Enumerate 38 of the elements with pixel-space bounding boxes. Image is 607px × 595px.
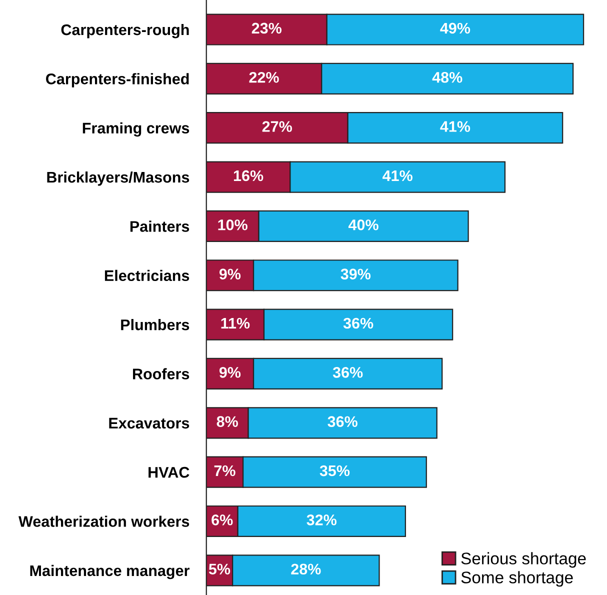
data-label: 9% — [219, 367, 241, 378]
y-tick-label: Bricklayers/Masons — [47, 171, 190, 186]
legend-label: Serious shortage — [461, 552, 586, 568]
data-label: 8% — [216, 416, 238, 427]
data-label: 35% — [320, 465, 350, 476]
data-label: 41% — [440, 121, 470, 132]
data-label: 39% — [340, 268, 371, 280]
data-label: 7% — [214, 465, 236, 476]
data-label: 10% — [218, 219, 248, 230]
data-label: 49% — [440, 22, 470, 34]
y-tick-label: Painters — [130, 220, 190, 232]
y-tick-label: Framing crews — [82, 122, 190, 137]
data-label: 6% — [212, 514, 233, 526]
data-label: 36% — [328, 416, 358, 428]
data-label: 36% — [343, 318, 374, 329]
data-label: 41% — [382, 170, 412, 182]
y-tick-label: HVAC — [148, 466, 190, 478]
data-label: 48% — [432, 72, 462, 83]
data-label: 28% — [291, 564, 321, 575]
data-label: 11% — [221, 318, 250, 329]
legend-label: Some shortage — [461, 571, 573, 587]
data-label: 5% — [208, 564, 230, 575]
data-label: 16% — [234, 170, 264, 182]
y-tick-label: Carpenters-finished — [46, 73, 189, 88]
data-label: 32% — [306, 514, 337, 526]
data-label: 27% — [262, 121, 292, 132]
y-tick-label: Carpenters-rough — [61, 24, 189, 38]
data-label: 9% — [219, 268, 241, 280]
data-label: 22% — [249, 72, 279, 83]
data-label: 40% — [348, 219, 378, 230]
data-label: 23% — [252, 22, 282, 34]
y-tick-label: Maintenance manager — [30, 564, 190, 580]
y-tick-label: Electricians — [104, 270, 190, 282]
data-label: 36% — [332, 367, 363, 378]
y-tick-label: Excavators — [109, 418, 190, 429]
y-tick-label: Weatherization workers — [18, 516, 190, 527]
y-tick-label: Roofers — [133, 368, 190, 380]
y-tick-label: Plumbers — [121, 319, 190, 330]
